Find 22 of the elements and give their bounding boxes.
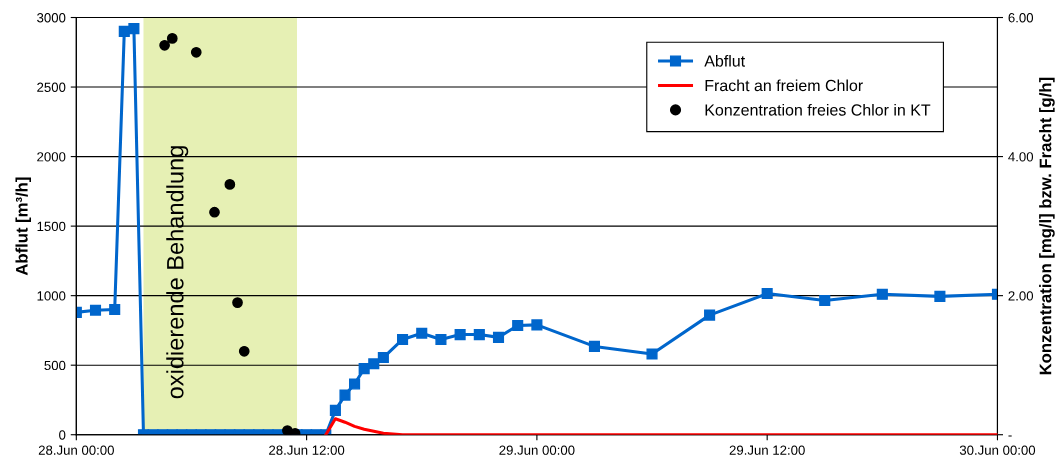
x-tick-label: 28.Jun 00:00 (38, 445, 114, 455)
band-label: oxidierende Behandlung (166, 146, 189, 399)
x-tick-label: 28.Jun 12:00 (269, 445, 345, 455)
y-tick-label: 500 (44, 360, 66, 371)
y-tick-label: 3000 (37, 13, 66, 23)
y2-axis-title: Konzentration [mg/l] bzw. Fracht [g/h] (1039, 77, 1055, 375)
y2-tick-label: 6.00 (1008, 13, 1034, 23)
x-tick-label: 30.Jun 00:00 (959, 445, 1036, 455)
y-axis-title: Abflut [m³/h] (15, 177, 31, 276)
y-tick-label: 1000 (37, 291, 66, 301)
y-tick-label: 2000 (37, 152, 66, 162)
x-tick-label: 29.Jun 00:00 (499, 445, 575, 455)
y2-tick-label: 4.00 (1008, 152, 1034, 162)
legend-label: Abflut (704, 54, 745, 67)
y-tick-label: 1500 (37, 221, 66, 232)
legend-label: Konzentration freies Chlor in KT (705, 103, 931, 116)
y-tick-label: 0 (59, 430, 66, 440)
legend-label: Fracht an freiem Chlor (705, 79, 863, 92)
x-tick-label: 29.Jun 12:00 (729, 445, 805, 455)
y2-tick-label: - (1008, 435, 1012, 437)
y2-tick-label: 2.00 (1008, 291, 1034, 301)
y-tick-label: 2500 (37, 82, 66, 92)
